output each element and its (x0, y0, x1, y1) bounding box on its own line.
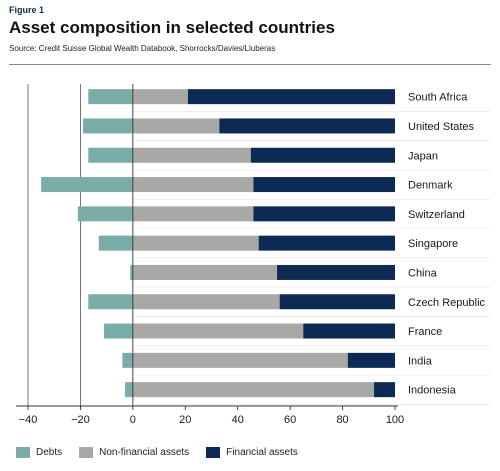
legend-label-non-financial: Non-financial assets (99, 447, 190, 458)
x-tick-label: 0 (130, 414, 136, 426)
x-tick-label: 20 (179, 414, 191, 426)
legend-label-debts: Debts (36, 447, 63, 458)
bar-non-financial (132, 294, 280, 310)
chart-source: Source: Credit Suisse Global Wealth Data… (9, 44, 276, 53)
bar-debts (130, 264, 133, 280)
bar-financial (347, 352, 395, 368)
bar-debts (41, 177, 133, 193)
bar-non-financial (132, 89, 188, 105)
category-label: Indonesia (408, 385, 457, 397)
bar-non-financial (132, 323, 304, 339)
bar-non-financial (132, 382, 375, 398)
bar-financial (279, 294, 395, 310)
legend-swatch-debts (16, 447, 30, 458)
bar-financial (187, 89, 395, 105)
category-label: India (408, 355, 433, 367)
category-label: Czech Republic (408, 297, 486, 309)
bar-non-financial (132, 177, 254, 193)
category-label: South Africa (408, 92, 468, 104)
bar-debts (124, 382, 133, 398)
category-label: China (408, 267, 438, 279)
header-divider (9, 64, 491, 65)
category-label: Singapore (408, 238, 458, 250)
x-tick-label: 100 (386, 414, 404, 426)
legend-item-financial: Financial assets (206, 447, 298, 458)
bar-debts (88, 89, 133, 105)
legend-item-debts: Debts (16, 447, 62, 458)
figure-label: Figure 1 (9, 5, 45, 15)
x-tick-label: 60 (284, 414, 296, 426)
bar-debts (122, 352, 133, 368)
bar-debts (83, 118, 133, 134)
bar-non-financial (132, 264, 278, 280)
bar-non-financial (132, 206, 254, 222)
legend-swatch-financial (206, 447, 221, 458)
bar-financial (258, 235, 395, 251)
legend-item-non-financial: Non-financial assets (79, 447, 189, 458)
bar-financial (250, 147, 395, 163)
bar-non-financial (132, 235, 259, 251)
x-tick-label: 80 (336, 414, 348, 426)
bar-debts (98, 235, 133, 251)
category-label: France (408, 326, 442, 338)
bar-financial (277, 264, 395, 280)
bar-debts (88, 147, 133, 163)
bar-financial (219, 118, 395, 134)
bar-non-financial (132, 352, 348, 368)
bar-financial (253, 177, 395, 193)
bar-non-financial (132, 118, 220, 134)
category-label: United States (408, 121, 475, 133)
bar-financial (303, 323, 395, 339)
legend-swatch-non-financial (79, 447, 94, 458)
bar-non-financial (132, 147, 251, 163)
bar-financial (374, 382, 395, 398)
x-tick-label: −20 (71, 414, 90, 426)
chart-title: Asset composition in selected countries (9, 18, 335, 37)
bar-financial (253, 206, 395, 222)
bar-debts (88, 294, 133, 310)
category-label: Japan (408, 150, 438, 162)
bar-debts (77, 206, 133, 222)
x-tick-label: 40 (232, 414, 244, 426)
x-tick-label: −40 (19, 414, 38, 426)
legend-label-financial: Financial assets (226, 447, 298, 458)
category-label: Switzerland (408, 209, 465, 221)
bar-debts (104, 323, 133, 339)
chart-legend: Debts Non-financial assets Financial ass… (16, 447, 315, 458)
category-label: Denmark (408, 180, 453, 192)
